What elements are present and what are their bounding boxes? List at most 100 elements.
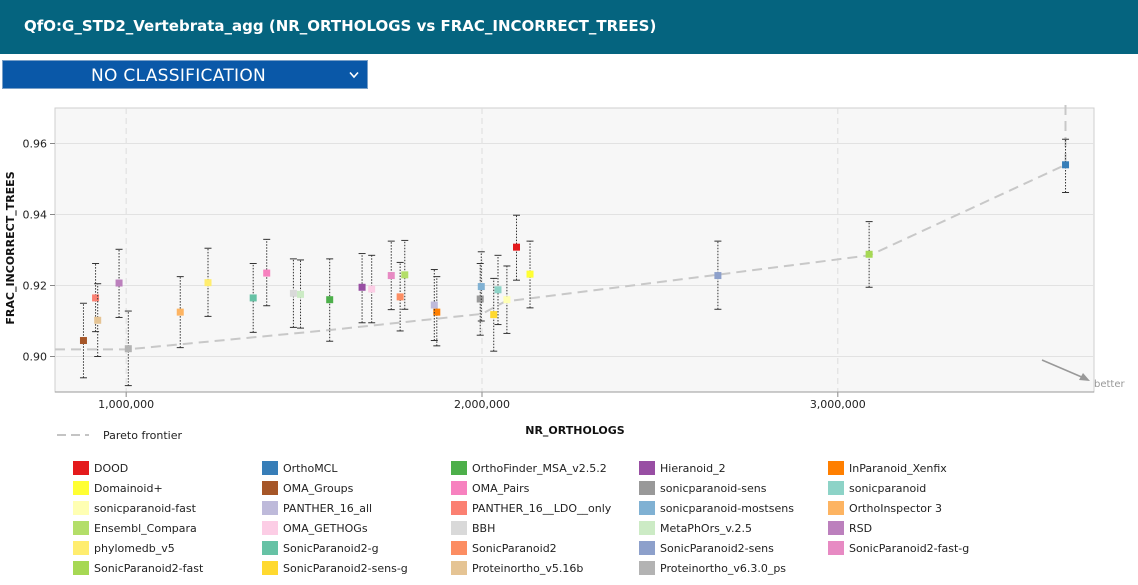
legend-item[interactable]: OMA_GETHOGs — [262, 521, 368, 535]
x-axis-title: NR_ORTHOLOGS — [525, 424, 625, 437]
legend-item[interactable]: DOOD — [73, 461, 128, 475]
data-point[interactable] — [124, 345, 132, 353]
data-point[interactable] — [326, 296, 334, 304]
legend-item[interactable]: Ensembl_Compara — [73, 521, 197, 535]
data-point[interactable] — [1062, 161, 1070, 169]
legend-label: SonicParanoid2-fast-g — [849, 542, 969, 555]
legend-item[interactable]: RSD — [828, 521, 872, 535]
legend-item[interactable]: Hieranoid_2 — [639, 461, 726, 475]
data-point-group — [526, 240, 534, 309]
data-point[interactable] — [387, 272, 395, 280]
legend-swatch — [262, 521, 278, 535]
legend-item[interactable]: sonicparanoid-fast — [73, 501, 197, 515]
legend-swatch — [639, 481, 655, 495]
data-point-group — [115, 248, 123, 318]
legend-item[interactable]: PANTHER_16__LDO__only — [451, 501, 612, 515]
legend-item[interactable]: Proteinortho_v6.3.0_ps — [639, 561, 786, 575]
legend-item[interactable]: OrthoInspector 3 — [828, 501, 942, 515]
legend-item[interactable]: sonicparanoid — [828, 481, 926, 495]
data-point[interactable] — [368, 285, 376, 293]
legend-item[interactable]: SonicParanoid2 — [451, 541, 557, 555]
data-point[interactable] — [289, 289, 297, 297]
data-point[interactable] — [94, 316, 102, 324]
legend-item[interactable]: OMA_Groups — [262, 481, 354, 495]
data-point-group — [263, 238, 271, 307]
data-point[interactable] — [430, 301, 438, 309]
data-point[interactable] — [401, 271, 409, 279]
data-point[interactable] — [494, 286, 502, 294]
data-point-group — [94, 283, 102, 357]
legend-item[interactable]: SonicParanoid2-g — [262, 541, 379, 555]
legend-item[interactable]: OrthoFinder_MSA_v2.5.2 — [451, 461, 607, 475]
legend-item[interactable]: Domainoid+ — [73, 481, 163, 495]
legend-label: Domainoid+ — [94, 482, 163, 495]
classification-dropdown[interactable]: NO CLASSIFICATION — [2, 60, 368, 89]
data-point[interactable] — [714, 272, 722, 280]
legend-item[interactable]: SonicParanoid2-sens-g — [262, 561, 408, 575]
legend-swatch — [73, 541, 89, 555]
legend-label: OrthoMCL — [283, 462, 338, 475]
data-point-group — [494, 254, 502, 326]
legend-item[interactable]: PANTHER_16_all — [262, 501, 372, 515]
legend-item[interactable]: OrthoMCL — [262, 461, 338, 475]
data-point[interactable] — [79, 337, 87, 345]
data-point-group — [358, 253, 366, 324]
data-point[interactable] — [396, 293, 404, 301]
better-arrow-line — [1041, 359, 1085, 379]
data-point[interactable] — [176, 308, 184, 316]
data-point[interactable] — [358, 283, 366, 291]
legend-item[interactable]: phylomedb_v5 — [73, 541, 175, 555]
data-point[interactable] — [433, 308, 441, 316]
legend-item[interactable]: InParanoid_Xenfix — [828, 461, 947, 475]
data-point[interactable] — [115, 279, 123, 287]
legend-item[interactable]: BBH — [451, 521, 495, 535]
legend-swatch — [451, 541, 467, 555]
data-point[interactable] — [249, 294, 257, 302]
legend-item[interactable]: SonicParanoid2-fast — [73, 561, 204, 575]
legend-label: sonicparanoid — [849, 482, 926, 495]
data-point[interactable] — [513, 243, 521, 251]
data-point[interactable] — [865, 250, 873, 258]
data-point-group — [865, 221, 873, 288]
legend-item[interactable]: SonicParanoid2-sens — [639, 541, 774, 555]
data-point[interactable] — [490, 311, 498, 319]
data-point[interactable] — [204, 279, 212, 287]
data-point[interactable] — [526, 270, 534, 278]
plot-area — [54, 107, 1095, 393]
legend-label: PANTHER_16_all — [283, 502, 372, 515]
legend-item[interactable]: MetaPhOrs_v.2.5 — [639, 521, 752, 535]
data-point[interactable] — [476, 295, 484, 303]
legend-label: DOOD — [94, 462, 128, 475]
data-point[interactable] — [503, 296, 511, 304]
legend-swatch — [451, 481, 467, 495]
legend-swatch — [451, 561, 467, 575]
legend-item[interactable]: SonicParanoid2-fast-g — [828, 541, 969, 555]
legend-item[interactable]: Proteinortho_v5.16b — [451, 561, 583, 575]
pareto-legend-label: Pareto frontier — [103, 429, 182, 442]
legend-label: sonicparanoid-fast — [94, 502, 197, 515]
legend-item[interactable]: sonicparanoid-sens — [639, 481, 767, 495]
legend-item[interactable]: OMA_Pairs — [451, 481, 530, 495]
data-point[interactable] — [297, 290, 305, 298]
data-point-group — [714, 240, 722, 310]
y-tick-label: 0.92 — [23, 280, 48, 293]
data-point-group — [490, 277, 498, 352]
x-tick-label: 2,000,000 — [454, 398, 510, 411]
data-point[interactable] — [477, 283, 485, 291]
data-point[interactable] — [263, 269, 271, 277]
y-axis-title: FRAC_INCORRECT_TREES — [4, 171, 17, 324]
legend-swatch — [73, 521, 89, 535]
legend-label: RSD — [849, 522, 872, 535]
legend-swatch — [262, 501, 278, 515]
x-tick-label: 1,000,000 — [98, 398, 154, 411]
legend-swatch — [828, 461, 844, 475]
legend-label: OMA_Pairs — [472, 482, 530, 495]
legend-item[interactable]: sonicparanoid-mostsens — [639, 501, 794, 515]
legend-label: Proteinortho_v5.16b — [472, 562, 583, 575]
legend: DOOD OrthoMCL OrthoFinder_MSA_v2.5.2 Hieran… — [73, 461, 969, 575]
legend-swatch — [451, 521, 467, 535]
legend-label: sonicparanoid-sens — [660, 482, 767, 495]
data-point-group — [503, 265, 511, 334]
data-point[interactable] — [92, 294, 100, 302]
legend-label: BBH — [472, 522, 495, 535]
